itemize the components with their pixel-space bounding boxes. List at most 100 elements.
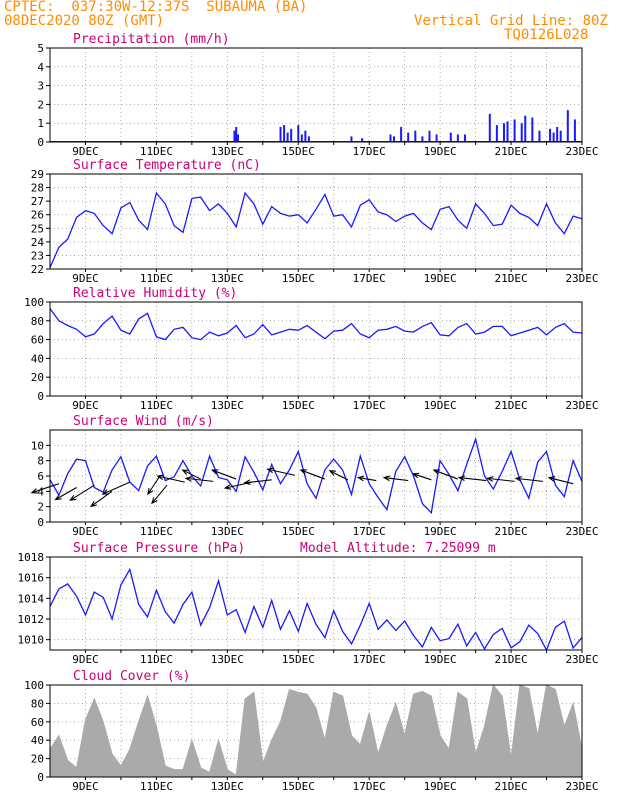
precip-bar [531,117,534,142]
y-tick-label: 24 [31,236,45,249]
x-tick-label: 15DEC [282,525,315,538]
x-tick-label: 13DEC [211,780,244,793]
x-tick-label: 23DEC [565,145,598,158]
y-tick-label: 0 [37,136,44,149]
y-tick-label: 4 [37,485,44,498]
model-code: TQ0126L028 [504,27,589,43]
wind-arrow [433,469,459,480]
wind-arrow [90,490,113,507]
wind-arrow [267,468,295,476]
x-tick-label: 13DEC [211,525,244,538]
wind-arrow-head [382,475,391,482]
chart-title-precip: Precipitation (mm/h) [73,32,230,47]
y-tick-label: 100 [24,679,44,692]
wind-arrow-head [223,484,232,490]
wind-arrow-head [243,479,251,486]
y-tick-label: 20 [31,753,44,766]
wind-arrow [55,487,77,500]
x-tick-label: 19DEC [424,399,457,412]
precip-bar [435,134,438,142]
y-tick-label: 40 [31,734,44,747]
x-tick-label: 11DEC [140,653,173,666]
cloud-area [49,683,583,778]
x-tick-label: 23DEC [565,653,598,666]
chart-title-cloud: Cloud Cover (%) [73,669,190,684]
precip-bar [552,132,555,142]
precip-bar [463,134,466,142]
wind-arrow [413,473,432,481]
precip-bar [307,136,310,142]
y-tick-label: 20 [31,371,44,384]
x-tick-label: 19DEC [424,525,457,538]
x-tick-label: 17DEC [353,272,386,285]
y-tick-label: 40 [31,352,44,365]
x-tick-label: 9DEC [72,653,99,666]
y-tick-label: 25 [31,222,44,235]
wind-arrow-head [101,489,109,495]
precip-bar [235,126,238,142]
precip-bar [414,130,417,142]
x-tick-label: 11DEC [140,780,173,793]
wind-arrow [358,477,377,482]
x-tick-label: 23DEC [565,780,598,793]
precip-bar [361,138,364,142]
precip-bar [495,125,498,142]
y-tick-label: 1014 [18,592,45,605]
wind-arrow-head [547,476,556,482]
y-tick-label: 100 [24,296,44,309]
wind-arrow [186,477,214,482]
precip-bar [513,119,516,142]
x-tick-label: 21DEC [495,780,528,793]
precip-bar [389,134,392,142]
wind-arrow [244,479,272,484]
y-tick-label: 1010 [18,634,45,647]
y-tick-label: 60 [31,334,44,347]
precip-bar [233,130,236,142]
wind-arrow-head [356,475,365,482]
precip-bar [428,130,431,142]
wind-arrow-head [156,474,164,481]
chart-title-rh: Relative Humidity (%) [73,286,237,301]
precip-bar [236,134,239,142]
precip-bar [449,132,452,142]
y-tick-label: 0 [37,516,44,529]
precip-bar [538,130,541,142]
precip-bar [556,126,559,142]
y-tick-label: 80 [31,697,44,710]
wind-arrow [459,477,487,482]
wind-arrow [151,484,168,504]
pres-line [49,567,583,652]
plot-frame [49,173,583,270]
wind-arrow [384,477,409,482]
chart-title-pres: Surface Pressure (hPa) [73,541,245,556]
y-tick-label: 1016 [18,572,45,585]
wind-arrow-head [184,476,193,482]
x-tick-label: 21DEC [495,525,528,538]
precip-bar [393,136,396,142]
y-tick-label: 6 [37,470,44,483]
y-tick-label: 26 [31,209,44,222]
precip-bar [502,123,505,142]
x-tick-label: 11DEC [140,145,173,158]
precip-bar [290,128,293,142]
precip-bar [549,128,552,142]
precip-bar [304,130,307,142]
wind-arrow-head [486,476,494,482]
x-tick-label: 19DEC [424,272,457,285]
wind-arrow [548,477,574,485]
wind-arrow [102,481,131,495]
x-tick-label: 23DEC [565,399,598,412]
x-tick-label: 15DEC [282,145,315,158]
x-tick-label: 9DEC [72,272,99,285]
chart-title-temp: Surface Temperature (nC) [73,158,261,173]
precip-bar [566,110,569,142]
precip-bar [400,126,403,142]
x-tick-label: 9DEC [72,399,99,412]
plot-frame [49,429,583,523]
x-tick-label: 15DEC [282,272,315,285]
y-tick-label: 8 [37,455,44,468]
y-tick-label: 3 [37,80,44,93]
precip-bar [286,132,289,142]
wind-arrow [515,477,544,482]
